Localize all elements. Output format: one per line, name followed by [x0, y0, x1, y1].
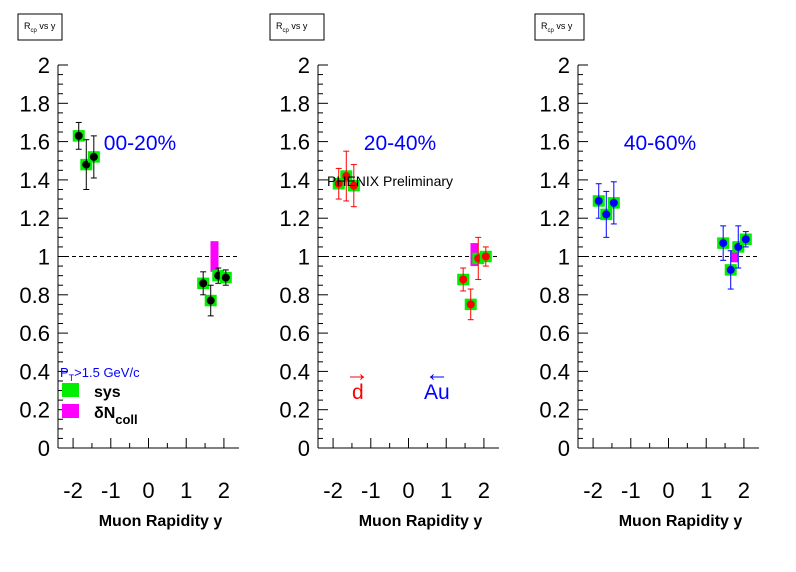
y-tick-label: 0 — [298, 436, 310, 461]
centrality-label: 00-20% — [104, 132, 176, 155]
y-tick-label: 2 — [38, 53, 50, 78]
panel-3: Rcp vs y 0 0.2 0.4 0.6 0.8 1 1.2 1.4 1.6 1.8 2 -2 -1 0… — [534, 13, 759, 530]
panel-1: Rcp vs y 0 0.2 0.4 0.6 0.8 1 1.2 1.4 1.6 1.8 2 -2 -1 0… — [17, 13, 239, 530]
data-point — [342, 172, 351, 181]
data-point — [719, 239, 728, 248]
y-tick-label: 1 — [298, 245, 310, 270]
y-tick-label: 0.2 — [279, 398, 310, 423]
x-axis-label: Muon Rapidity y — [99, 513, 223, 530]
data-point — [594, 196, 603, 205]
legend-sys-label: sys — [94, 384, 121, 401]
y-tick-label: 2 — [298, 53, 310, 78]
y-tick-label: 0.6 — [539, 321, 570, 346]
y-tick-label: 1 — [38, 245, 50, 270]
y-tick-label: 0.8 — [279, 283, 310, 308]
data-point — [206, 296, 215, 305]
data-point — [726, 265, 735, 274]
title-box — [269, 13, 325, 41]
y-tick-label: 1.6 — [539, 130, 570, 155]
y-tick-label: 0.4 — [19, 359, 50, 384]
title-text: Rcp vs y — [276, 21, 308, 34]
x-tick-label: 2 — [738, 478, 750, 503]
y-tick-label: 0 — [38, 436, 50, 461]
title-box — [534, 13, 585, 41]
x-tick-label: 0 — [662, 478, 674, 503]
x-tick-label: -2 — [583, 478, 603, 503]
ncoll-band — [210, 241, 219, 272]
data-point — [481, 252, 490, 261]
ncoll-band — [730, 250, 739, 263]
title-text: Rcp vs y — [24, 21, 56, 34]
legend-ncoll-swatch — [62, 404, 79, 418]
d-label: d — [352, 381, 364, 404]
d-arrow-icon: → — [345, 360, 369, 387]
data-point — [466, 300, 475, 309]
y-tick-label: 0.8 — [19, 283, 50, 308]
data-point — [741, 235, 750, 244]
x-tick-label: -2 — [323, 478, 343, 503]
y-tick-label: 1.4 — [19, 168, 50, 193]
data-point — [199, 279, 208, 288]
y-tick-label: 1 — [558, 245, 570, 270]
title-text: Rcp vs y — [541, 21, 573, 34]
legend-ncoll-label: δNcoll — [94, 405, 138, 427]
x-axis-label: Muon Rapidity y — [359, 513, 483, 530]
data-point — [221, 273, 230, 282]
x-tick-label: -1 — [101, 478, 121, 503]
y-tick-label: 0.2 — [539, 398, 570, 423]
y-tick-label: 1.8 — [279, 91, 310, 116]
y-tick-label: 1.8 — [19, 91, 50, 116]
au-label: Au — [424, 381, 450, 404]
x-tick-label: 2 — [218, 478, 230, 503]
data-point — [349, 181, 358, 190]
y-tick-label: 0.4 — [279, 359, 310, 384]
y-tick-label: 1.2 — [279, 206, 310, 231]
au-arrow-icon: ← — [425, 360, 449, 387]
data-point — [609, 198, 618, 207]
x-axis-label: Muon Rapidity y — [619, 513, 743, 530]
y-tick-label: 1.4 — [279, 168, 310, 193]
legend-pt-label: PT>1.5 GeV/c — [60, 365, 140, 383]
title-box — [17, 13, 63, 41]
legend-sys-swatch — [62, 383, 79, 397]
x-tick-label: -2 — [63, 478, 83, 503]
annotations: PHENIX Preliminary PT>1.5 GeV/c sys δNco… — [60, 173, 453, 427]
y-tick-label: 0.8 — [539, 283, 570, 308]
y-tick-label: 1.8 — [539, 91, 570, 116]
y-tick-label: 1.6 — [19, 130, 50, 155]
y-tick-label: 0.6 — [19, 321, 50, 346]
centrality-label: 40-60% — [624, 132, 696, 155]
data-point — [89, 152, 98, 161]
x-tick-label: 1 — [700, 478, 712, 503]
panels: Rcp vs y 0 0.2 0.4 0.6 0.8 1 1.2 1.4 1.6 1.8 2 -2 -1 0… — [17, 13, 759, 530]
panel-2: Rcp vs y 0 0.2 0.4 0.6 0.8 1 1.2 1.4 1.6 1.8 2 -2 -1 0… — [269, 13, 499, 530]
data-point — [602, 210, 611, 219]
y-tick-label: 0.2 — [19, 398, 50, 423]
x-tick-label: -1 — [621, 478, 641, 503]
y-tick-label: 0 — [558, 436, 570, 461]
x-tick-label: 1 — [180, 478, 192, 503]
y-tick-label: 1.4 — [539, 168, 570, 193]
y-tick-label: 0.6 — [279, 321, 310, 346]
x-tick-label: 2 — [478, 478, 490, 503]
preliminary-label: PHENIX Preliminary — [327, 173, 453, 189]
y-tick-label: 2 — [558, 53, 570, 78]
data-point — [74, 131, 83, 140]
x-tick-label: 0 — [402, 478, 414, 503]
y-tick-label: 1.2 — [539, 206, 570, 231]
data-point — [459, 275, 468, 284]
y-tick-label: 1.2 — [19, 206, 50, 231]
y-tick-label: 1.6 — [279, 130, 310, 155]
centrality-label: 20-40% — [364, 132, 436, 155]
y-tick-label: 0.4 — [539, 359, 570, 384]
x-tick-label: -1 — [361, 478, 381, 503]
x-tick-label: 0 — [142, 478, 154, 503]
x-tick-label: 1 — [440, 478, 452, 503]
